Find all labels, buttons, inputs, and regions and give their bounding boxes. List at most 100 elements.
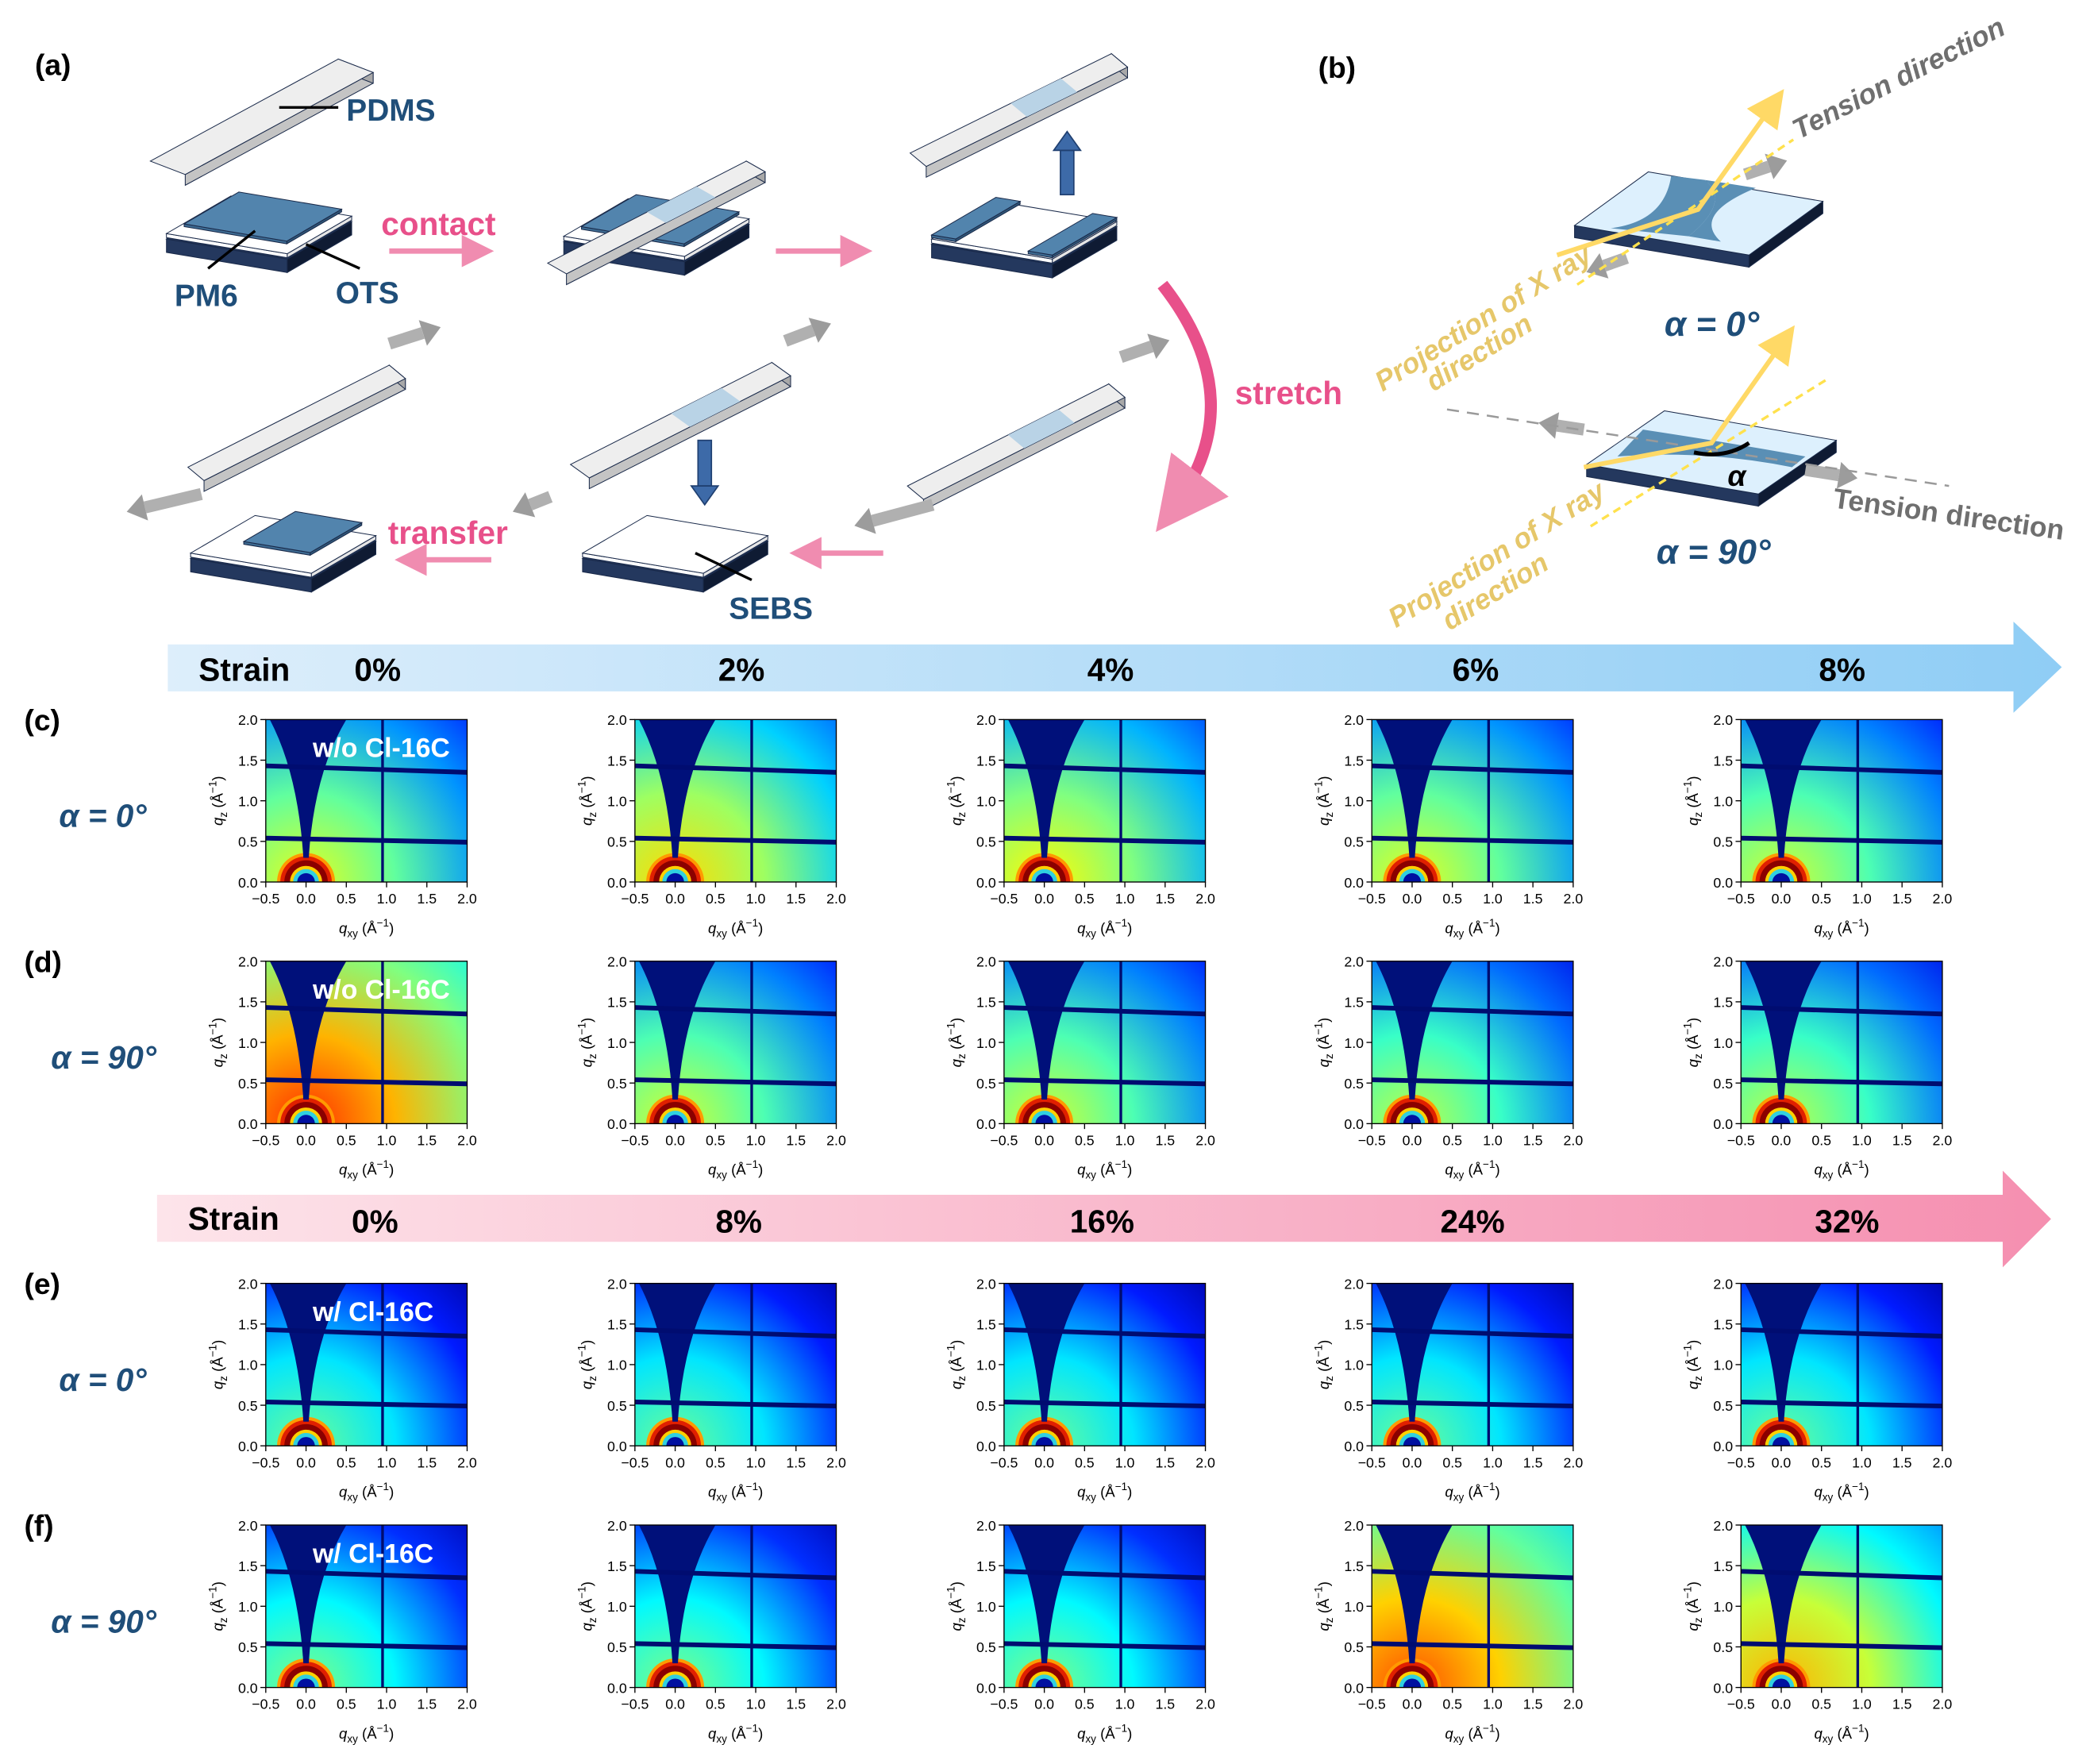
contact-label: contact xyxy=(381,206,496,242)
axis-exponent: −1 xyxy=(206,1586,218,1598)
pi-stacking-ring xyxy=(1772,872,1791,882)
y-tick-label: 0.5 xyxy=(607,1639,627,1655)
axis-unit: (Å xyxy=(1833,1161,1852,1178)
pi-stacking-ring xyxy=(1403,1678,1422,1688)
axis-unit: (Å xyxy=(579,792,595,811)
axis-close: ) xyxy=(389,1483,394,1500)
x-tick-label: 0.5 xyxy=(1442,1132,1462,1148)
y-tick-label: 0.0 xyxy=(238,1439,258,1454)
detector-gap-horizontal xyxy=(1741,1641,1942,1650)
axis-close: ) xyxy=(1315,1018,1332,1023)
strain-value: 2% xyxy=(718,651,765,687)
axis-symbol: q xyxy=(210,1623,226,1631)
axis-exponent: −1 xyxy=(206,1023,218,1034)
axis-subscript: xy xyxy=(1823,927,1834,939)
x-tick-label: −0.5 xyxy=(252,891,279,907)
axis-exponent: −1 xyxy=(1852,917,1864,929)
y-tick-label: 0.0 xyxy=(1713,875,1733,891)
y-tick-label: 1.0 xyxy=(1344,1035,1364,1051)
detector-gap-horizontal xyxy=(265,1569,468,1581)
step3-film-strip-top xyxy=(930,197,1022,240)
detector-gap-horizontal xyxy=(1003,835,1206,845)
strain-value: 6% xyxy=(1453,651,1499,687)
detector-gap-horizontal xyxy=(265,1641,468,1650)
scattering-intensity-map xyxy=(1741,719,1942,882)
panel-label-c: (c) xyxy=(24,703,60,737)
axis-exponent: −1 xyxy=(1483,1158,1495,1170)
y-tick-label: 2.0 xyxy=(1344,1276,1364,1292)
axis-unit: (Å xyxy=(727,1483,746,1500)
y-tick-label: 0.0 xyxy=(1344,1116,1364,1132)
detector-gap-horizontal xyxy=(265,1005,468,1017)
axis-symbol: q xyxy=(1077,1483,1086,1500)
pi-stacking-ring xyxy=(666,1115,684,1124)
x-tick-label: 1.5 xyxy=(1892,1454,1912,1470)
stretch-curved-arrow xyxy=(1156,280,1229,533)
pi-stacking-ring xyxy=(297,1678,315,1688)
x-tick-label: 2.0 xyxy=(1195,1132,1215,1148)
axis-close: ) xyxy=(1495,1161,1499,1178)
axis-close: ) xyxy=(1684,1018,1701,1023)
x-tick-label: 2.0 xyxy=(457,1132,477,1148)
x-tick-label: −0.5 xyxy=(1358,1454,1386,1470)
stretch-arrow-right xyxy=(1118,341,1154,363)
missing-wedge xyxy=(1007,719,1085,858)
axis-subscript: xy xyxy=(1453,927,1465,939)
x-tick-label: 2.0 xyxy=(826,1132,846,1148)
axis-exponent: −1 xyxy=(575,1345,587,1357)
axis-symbol: q xyxy=(339,1161,348,1178)
scattering-intensity-map xyxy=(1741,961,1942,1124)
transferred-film-patch xyxy=(671,387,741,427)
axis-subscript: z xyxy=(587,1617,599,1623)
sebs-leader-line xyxy=(695,552,753,582)
axis-unit: (Å xyxy=(948,1357,964,1376)
x-tick-label: 0.0 xyxy=(665,1697,685,1712)
xray-beam-arrow-top xyxy=(1556,89,1784,258)
peel-arrow-right-head xyxy=(418,320,441,346)
pi-stacking-ring xyxy=(1403,1115,1422,1124)
x-tick-label: 0.0 xyxy=(1034,891,1054,907)
y-tick-label: 0.5 xyxy=(1344,834,1364,850)
pm6-leader-line xyxy=(207,229,256,270)
scattering-intensity-map xyxy=(265,1283,468,1446)
axis-symbol: q xyxy=(708,1483,717,1500)
scattering-intensity-map xyxy=(1372,1283,1573,1446)
axis-exponent: −1 xyxy=(1682,1345,1694,1357)
x-tick-label: 1.5 xyxy=(1155,891,1175,907)
lift-arrow-head xyxy=(1052,130,1082,152)
x-axis-label: qxy (Å−1) xyxy=(1445,1158,1499,1181)
y-tick-label: 0.5 xyxy=(976,834,996,850)
axis-unit: (Å xyxy=(358,1483,377,1500)
pdms-stamp-step3-top xyxy=(909,53,1129,168)
peel-arrow-left-head xyxy=(126,494,148,521)
y-tick-label: 0.0 xyxy=(1344,1439,1364,1454)
axis-exponent: −1 xyxy=(1852,1481,1864,1492)
axis-unit: (Å xyxy=(1096,919,1115,936)
axis-subscript: xy xyxy=(1823,1733,1834,1745)
pdms-stamp-step6-top xyxy=(187,364,406,481)
axis-unit: (Å xyxy=(210,792,226,811)
sebs-label: SEBS xyxy=(729,592,813,626)
axis-unit: (Å xyxy=(1315,1357,1332,1376)
ots-label: OTS xyxy=(336,276,399,310)
detector-gap-horizontal xyxy=(634,835,837,845)
axis-close: ) xyxy=(1684,1340,1701,1345)
x-axis-label: qxy (Å−1) xyxy=(1814,917,1869,940)
x-tick-label: 1.0 xyxy=(1483,1454,1503,1470)
y-tick-label: 2.0 xyxy=(607,712,627,728)
y-tick-label: 0.0 xyxy=(1713,1439,1733,1454)
axis-unit: (Å xyxy=(727,919,746,936)
axis-unit: (Å xyxy=(1833,919,1852,936)
strain-value: 16% xyxy=(1070,1203,1134,1239)
strain-bar-top: Strain 0% 2% 4% 6% 8% xyxy=(167,621,2062,713)
axis-close: ) xyxy=(1315,776,1332,780)
tension-arrow-top-left xyxy=(1602,252,1630,272)
y-axis-label: qz (Å−1) xyxy=(1682,776,1705,826)
y-tick-label: 0.5 xyxy=(1344,1076,1364,1092)
detector-gap-horizontal xyxy=(634,1327,837,1339)
y-tick-label: 1.0 xyxy=(238,793,258,809)
